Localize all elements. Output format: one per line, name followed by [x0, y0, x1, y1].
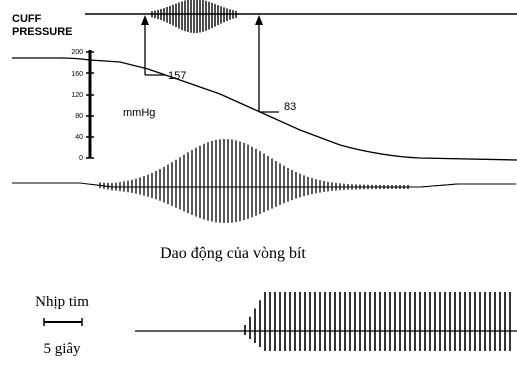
cuff-pressure-curve [12, 57, 517, 161]
tick-label: 40 [75, 134, 83, 141]
heart-rate-label: Nhịp tim [35, 294, 89, 310]
pressure-axis-ticks: 200 160 120 80 40 0 [71, 49, 94, 162]
pressure-label: PRESSURE [12, 26, 73, 38]
top-oscillation-burst [151, 0, 237, 33]
diastolic-value: 83 [284, 101, 296, 113]
time-scale-label: 5 giây [43, 341, 81, 357]
tick-label: 200 [71, 49, 83, 56]
tick-label: 80 [75, 113, 83, 120]
heart-rate-trace [135, 292, 517, 351]
tick-label: 160 [71, 71, 83, 78]
systolic-value: 157 [168, 70, 186, 82]
tick-label: 0 [79, 155, 83, 162]
tick-label: 120 [71, 92, 83, 99]
cuff-label: CUFF [12, 13, 42, 25]
systolic-arrow-head [141, 15, 149, 25]
oscillation-caption: Dao động của vòng bít [160, 245, 306, 262]
cuff-oscillation-trace [12, 139, 516, 223]
diastolic-arrow-head [255, 15, 263, 25]
unit-label: mmHg [123, 107, 155, 119]
